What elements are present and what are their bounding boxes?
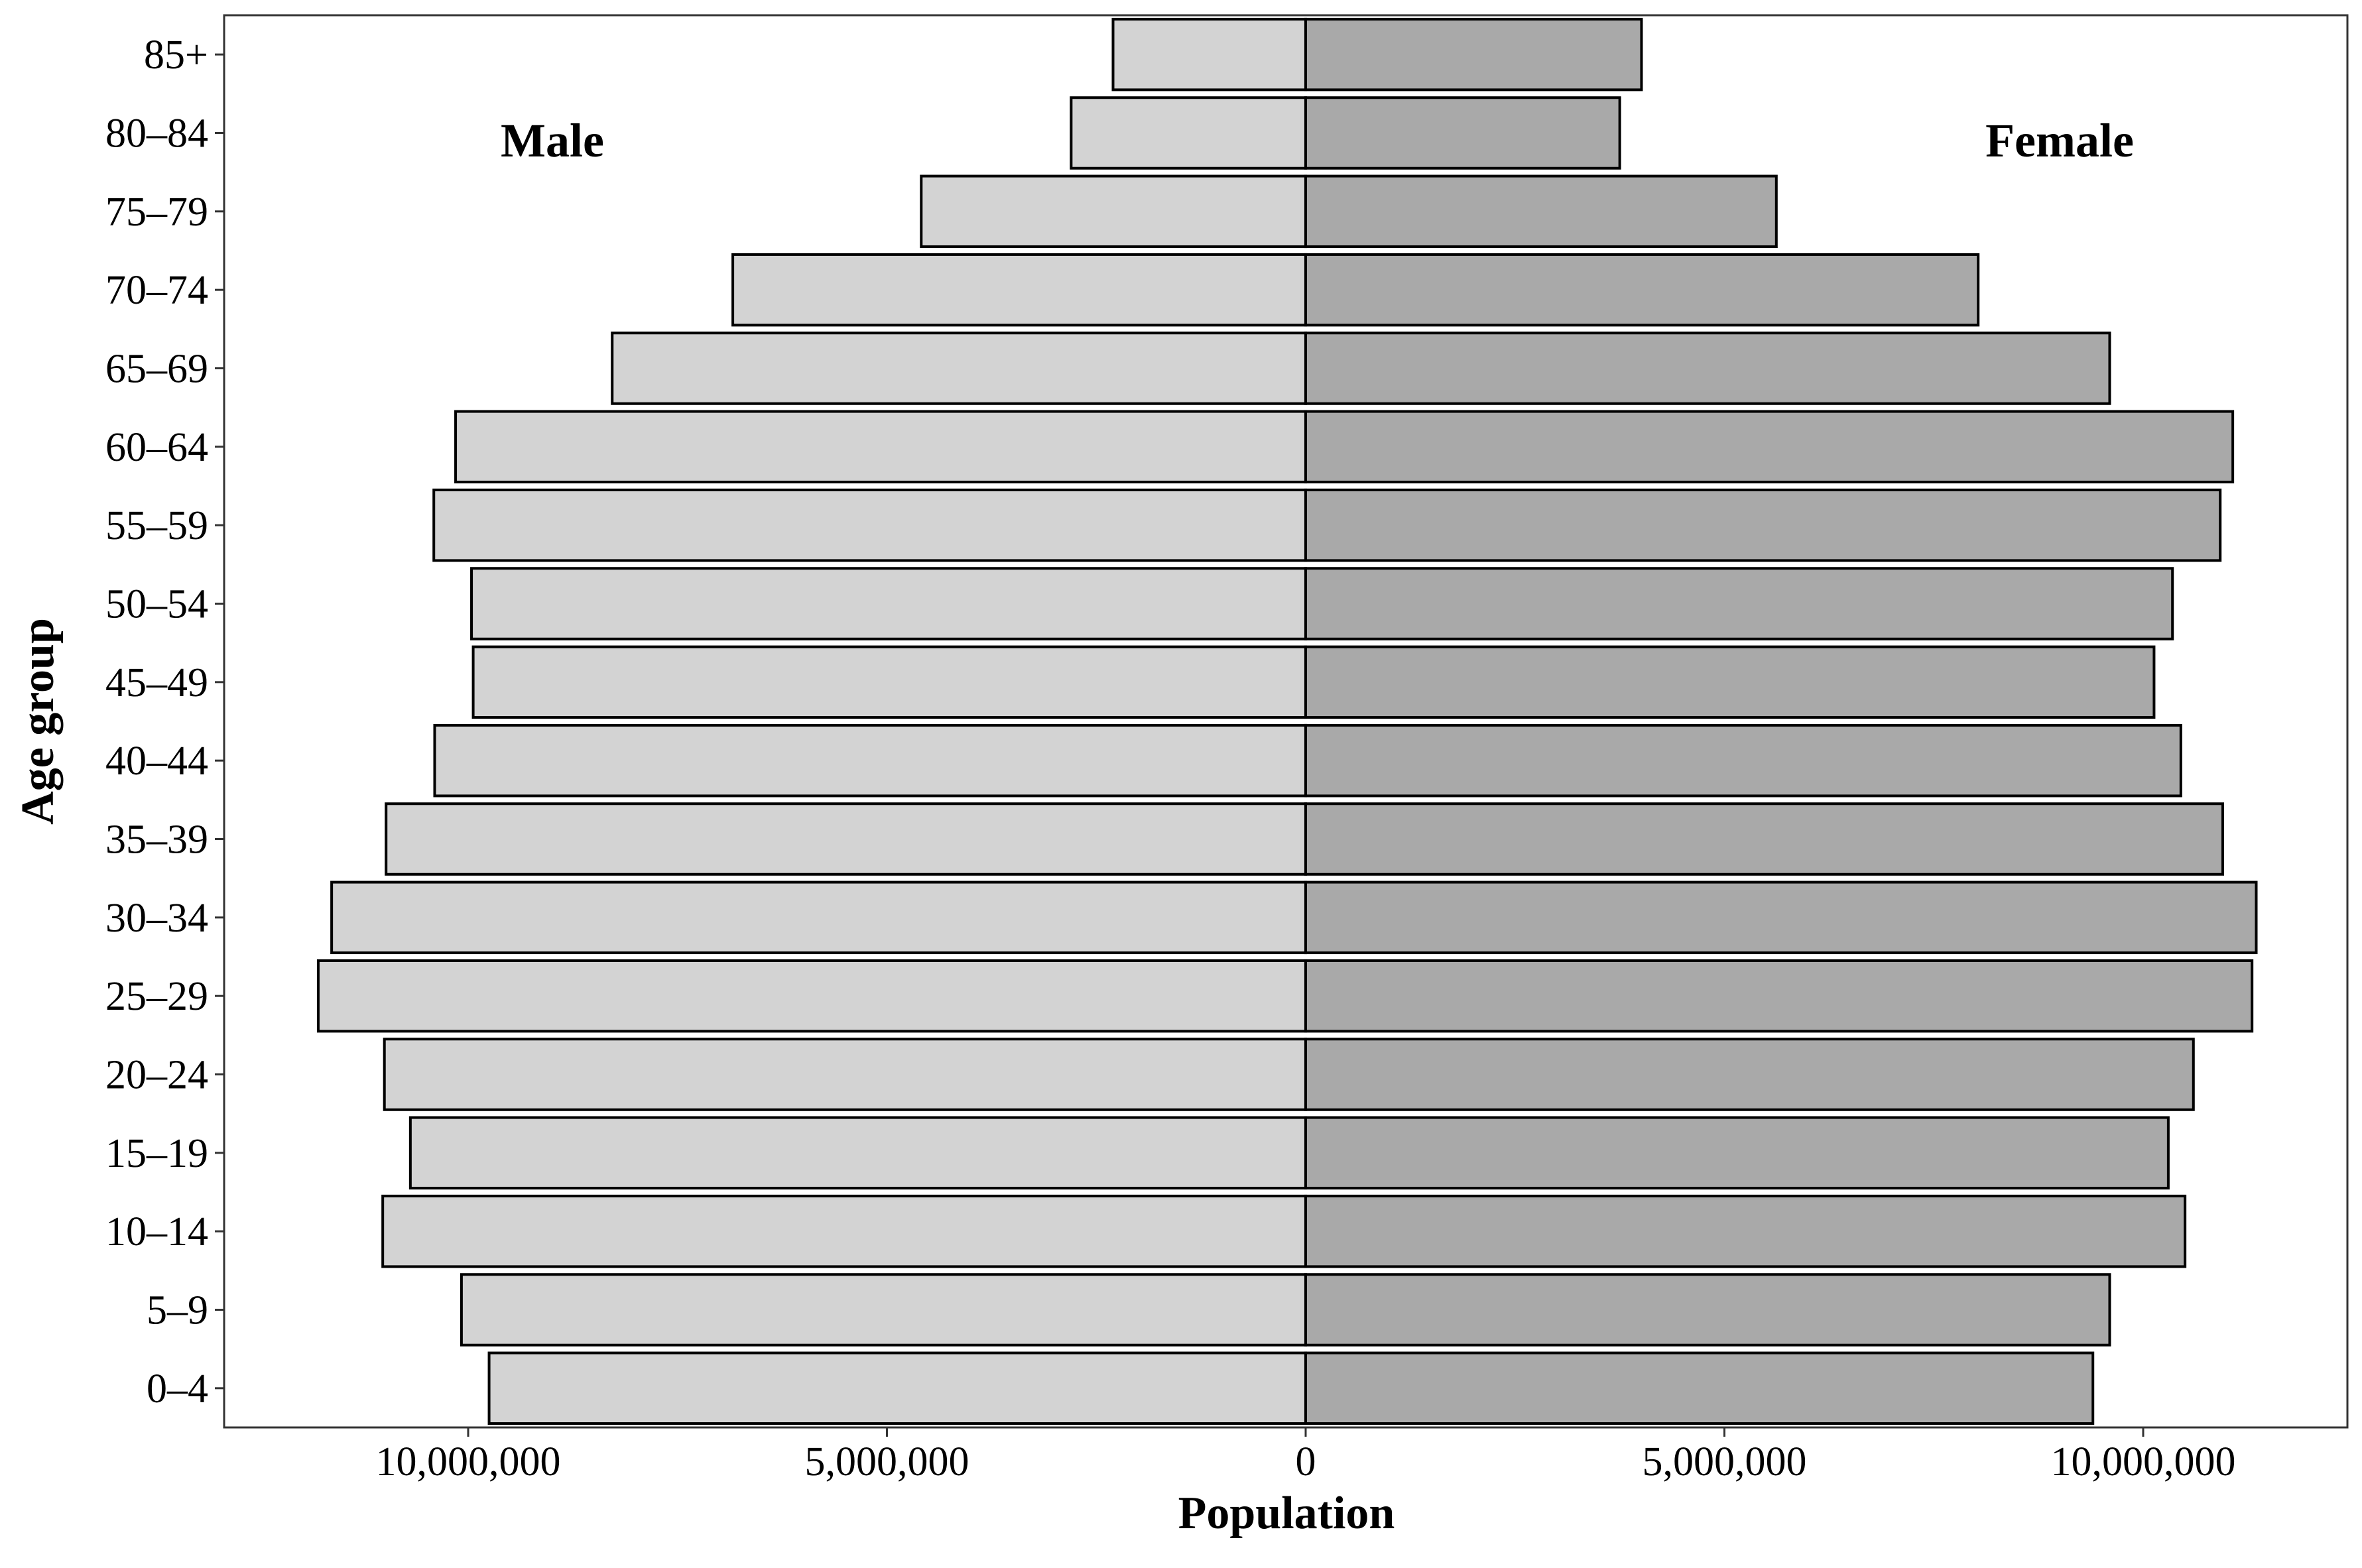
x-axis: 10,000,000 5,000,000 0 5,000,000 10,000,000 [376,1427,2236,1484]
y-tick-label-45–49: 45–49 [105,660,208,705]
bar-female-85+ [1304,17,1643,91]
bar-male-15–19 [408,1116,1307,1190]
bar-male-60–64 [454,410,1307,484]
y-tick-label-15–19: 15–19 [105,1131,208,1176]
annotation-male: Male [501,114,604,167]
bar-male-0–4 [487,1351,1308,1425]
bar-male-10–14 [381,1194,1308,1268]
bar-male-5–9 [460,1273,1307,1347]
bar-male-30–34 [330,880,1308,955]
bar-female-30–34 [1304,880,2258,955]
y-tick-label-75–79: 75–79 [105,190,208,235]
y-axis: 0–4 5–9 10–14 15–19 20–24 25–29 30–34 35–39 40–4… [105,32,224,1412]
y-tick-label-10–14: 10–14 [105,1209,208,1254]
y-axis-title: Age group [13,618,64,825]
bar-female-65–69 [1304,332,2111,405]
y-tick-label-40–44: 40–44 [105,739,208,784]
bar-male-70–74 [731,253,1308,327]
bar-female-5–9 [1304,1273,2111,1347]
bar-female-50–54 [1304,567,2174,640]
bar-female-0–4 [1304,1351,2095,1425]
bar-male-80–84 [1070,96,1307,170]
y-tick-label-60–64: 60–64 [105,425,208,470]
y-tick-label-55–59: 55–59 [105,503,208,548]
y-tick-label-5–9: 5–9 [147,1288,208,1333]
bar-female-40–44 [1304,723,2182,798]
bar-male-35–39 [385,802,1308,876]
bar-female-60–64 [1304,410,2235,484]
bar-female-70–74 [1304,253,1980,327]
y-tick-label-80–84: 80–84 [105,111,208,156]
y-tick-label-0–4: 0–4 [147,1366,208,1412]
x-axis-title: Population [1178,1488,1395,1539]
bar-female-35–39 [1304,802,2224,876]
panel-border [223,14,2349,1429]
bar-male-55–59 [432,488,1307,562]
y-tick-label-25–29: 25–29 [105,974,208,1019]
annotation-female: Female [1985,114,2134,167]
bar-male-20–24 [383,1038,1308,1111]
bar-female-45–49 [1304,645,2156,719]
y-tick-label-20–24: 20–24 [105,1053,208,1098]
bars-layer [316,17,2258,1425]
bar-male-85+ [1111,17,1307,91]
x-tick-label-3: 5,000,000 [1643,1439,1807,1484]
y-tick-label-30–34: 30–34 [105,896,208,941]
y-tick-label-65–69: 65–69 [105,347,208,392]
y-tick-label-70–74: 70–74 [105,268,208,313]
x-tick-label-4: 10,000,000 [2051,1439,2236,1484]
bar-female-20–24 [1304,1038,2195,1111]
bar-female-10–14 [1304,1194,2187,1268]
bar-female-75–79 [1304,174,1778,249]
y-tick-label-50–54: 50–54 [105,582,208,627]
bar-male-65–69 [611,332,1308,405]
bar-female-55–59 [1304,488,2222,562]
y-tick-label-85+: 85+ [144,32,208,78]
bar-male-25–29 [316,959,1308,1033]
bar-female-25–29 [1304,959,2254,1033]
bar-female-15–19 [1304,1116,2170,1190]
bar-female-80–84 [1304,96,1621,170]
bar-male-45–49 [471,645,1307,719]
x-tick-label-2: 0 [1296,1439,1316,1484]
bar-male-40–44 [433,723,1307,798]
x-tick-label-0: 10,000,000 [376,1439,561,1484]
bar-male-50–54 [470,567,1307,640]
bar-male-75–79 [920,174,1307,249]
y-tick-label-35–39: 35–39 [105,817,208,863]
x-tick-label-1: 5,000,000 [805,1439,969,1484]
